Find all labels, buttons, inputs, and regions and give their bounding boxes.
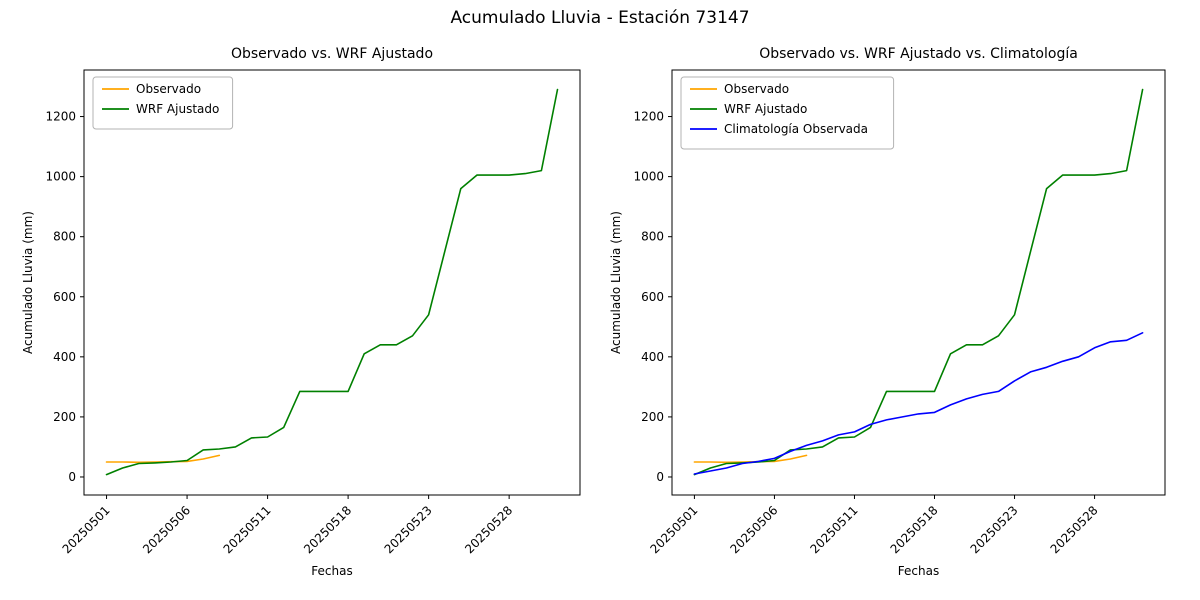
- y-tick-label: 800: [53, 230, 76, 244]
- legend-box: [680, 76, 895, 150]
- axes-frame: [671, 69, 1166, 496]
- y-tick-label: 400: [53, 350, 76, 364]
- y-tick-label: 1200: [45, 110, 76, 124]
- series-line-wrf-ajustado: [105, 88, 559, 476]
- series-line-wrf-ajustado: [693, 88, 1144, 476]
- x-axis-label: Fechas: [898, 564, 939, 578]
- legend: Observado WRF Ajustado Climatología Observ…: [680, 76, 895, 150]
- y-tick-label: 200: [53, 410, 76, 424]
- legend-label: Observado: [724, 82, 789, 96]
- y-tick-label: 0: [68, 470, 76, 484]
- x-tick-label: 20250523: [968, 503, 1021, 556]
- y-axis-label: Acumulado Lluvia (mm): [21, 211, 35, 354]
- y-tick-label: 0: [656, 470, 664, 484]
- figure-title: Acumulado Lluvia - Estación 73147: [450, 8, 750, 28]
- y-tick-label: 600: [641, 290, 664, 304]
- legend-label: WRF Ajustado: [724, 102, 807, 116]
- legend-label: WRF Ajustado: [136, 102, 219, 116]
- legend-label: Observado: [136, 82, 201, 96]
- y-tick-label: 1000: [45, 170, 76, 184]
- legend: Observado WRF Ajustado: [92, 76, 234, 130]
- axes-frame: [83, 69, 581, 496]
- series-line-observado: [693, 454, 808, 464]
- x-tick-label: 20250518: [888, 503, 941, 556]
- y-tick-label: 1200: [633, 110, 664, 124]
- y-tick-label: 600: [53, 290, 76, 304]
- x-tick-label: 20250506: [727, 503, 780, 556]
- y-tick-label: 1000: [633, 170, 664, 184]
- series-line-climatologia-observada: [693, 331, 1144, 475]
- y-tick-label: 400: [641, 350, 664, 364]
- x-tick-label: 20250528: [1048, 503, 1101, 556]
- x-tick-label: 20250501: [647, 503, 700, 556]
- legend-label: Climatología Observada: [724, 122, 868, 136]
- x-tick-label: 20250511: [808, 503, 861, 556]
- x-axis-label: Fechas: [311, 564, 352, 578]
- subplot-title: Observado vs. WRF Ajustado: [231, 46, 433, 62]
- y-axis-label: Acumulado Lluvia (mm): [609, 211, 623, 354]
- subplot-title: Observado vs. WRF Ajustado vs. Climatolo…: [759, 46, 1078, 62]
- y-tick-label: 800: [641, 230, 664, 244]
- y-tick-label: 200: [641, 410, 664, 424]
- legend-box: [92, 76, 234, 130]
